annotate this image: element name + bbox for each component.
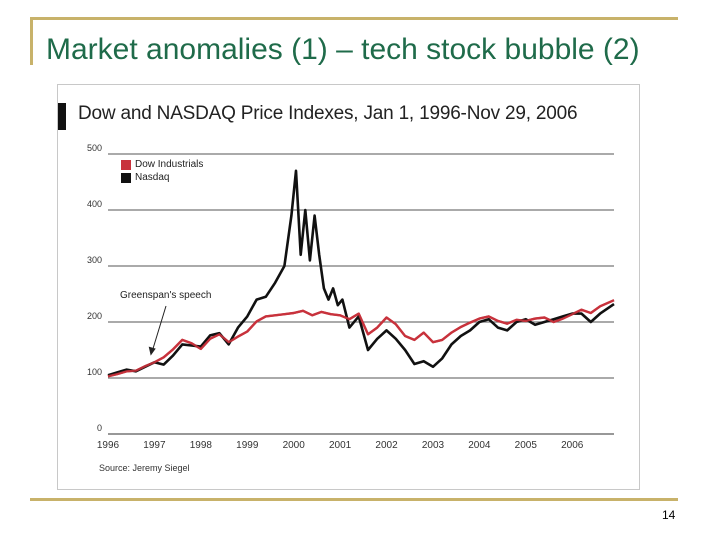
x-tick-label-2006: 2006 [561, 440, 584, 451]
legend-label-nasdaq: Nasdaq [135, 172, 170, 183]
legend-label-dow: Dow Industrials [135, 159, 204, 170]
x-tick-label-1999: 1999 [236, 440, 259, 451]
series-line-nasdaq [107, 169, 615, 377]
series-line-dow-overlay [107, 299, 615, 378]
x-tick-label-2001: 2001 [329, 440, 352, 451]
legend-swatch-nasdaq [121, 172, 131, 183]
page-number: 14 [662, 508, 676, 522]
y-tick-label-300: 300 [87, 255, 102, 265]
x-tick-label-2002: 2002 [375, 440, 398, 451]
chart-title-accent [58, 103, 66, 130]
y-tick-label-200: 200 [87, 311, 102, 321]
chart-source: Source: Jeremy Siegel [99, 463, 190, 473]
series-line-dow [107, 299, 615, 378]
bottom-decorative-rule [30, 498, 678, 501]
annotation-arrow-head [148, 346, 156, 356]
x-tick-label-1996: 1996 [97, 440, 120, 451]
slide-title: Market anomalies (1) – tech stock bubble… [46, 33, 640, 66]
chart-figure: Dow and NASDAQ Price Indexes, Jan 1, 199… [57, 84, 640, 490]
x-tick-label-2005: 2005 [515, 440, 538, 451]
legend-item-nasdaq: Nasdaq [121, 171, 203, 184]
chart-title: Dow and NASDAQ Price Indexes, Jan 1, 199… [78, 103, 578, 124]
annotation-arrow-line [152, 305, 167, 350]
x-tick-label-1998: 1998 [190, 440, 213, 451]
chart-plot: 0 100 200 300 400 500 1996 1997 1998 1999 2000 2001… [87, 143, 615, 451]
y-tick-label-400: 400 [87, 199, 102, 209]
legend-item-dow: Dow Industrials [121, 158, 203, 171]
chart-legend: Dow Industrials Nasdaq [121, 158, 203, 184]
x-tick-label-2004: 2004 [468, 440, 491, 451]
y-tick-label-0: 0 [97, 423, 102, 433]
x-tick-label-2003: 2003 [422, 440, 445, 451]
left-decorative-rule [30, 17, 33, 65]
greenspan-annotation-label: Greenspan's speech [120, 290, 212, 301]
x-tick-label-1997: 1997 [143, 440, 166, 451]
legend-swatch-dow [121, 159, 131, 170]
x-tick-label-2000: 2000 [283, 440, 306, 451]
y-tick-label-100: 100 [87, 367, 102, 377]
y-tick-label-500: 500 [87, 143, 102, 153]
top-decorative-rule [33, 17, 678, 20]
